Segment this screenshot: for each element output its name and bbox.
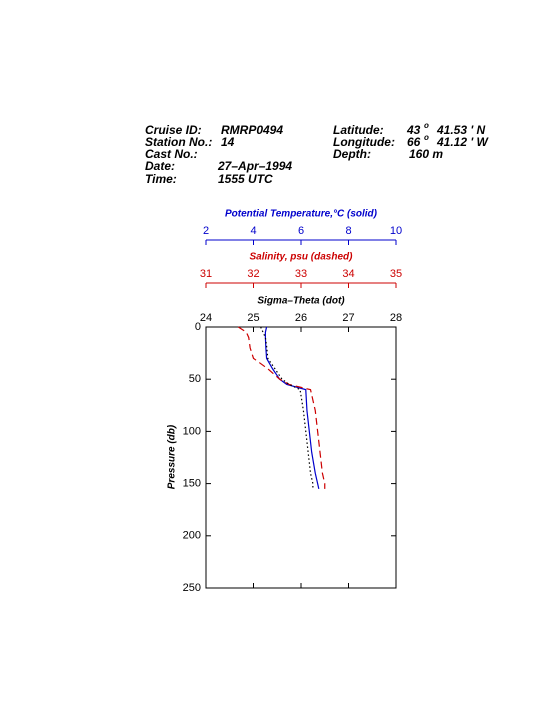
axis-title: Salinity, psu (dashed) [250,252,354,263]
y-tick-label: 100 [183,425,201,437]
x-tick-label: 4 [250,225,256,237]
y-tick-label: 0 [195,321,201,333]
x-tick-label: 10 [390,225,402,237]
axis-title: Potential Temperature,°C (solid) [225,209,378,220]
latitude-deg: 43 [406,123,421,137]
x-tick-label: 31 [200,268,212,280]
y-tick-label: 50 [189,373,201,385]
x-tick-label: 26 [295,312,307,324]
station-label: Station No.: [145,135,212,149]
x-tick-label: 32 [247,268,259,280]
depth-label: Depth: [333,147,371,161]
date: 27–Apr–1994 [217,159,292,173]
time-label: Time: [145,172,177,186]
x-tick-label: 33 [295,268,307,280]
cruise-id: RMRP0494 [221,123,283,137]
depth: 160 m [409,147,443,161]
cast-label: Cast No.: [145,147,198,161]
cruise-id-label: Cruise ID: [145,123,202,137]
degree-mark: o [424,133,429,142]
x-tick-label: 6 [298,225,304,237]
y-tick-label: 250 [183,582,201,594]
longitude-label: Longitude: [333,135,395,149]
date-label: Date: [145,159,175,173]
y-tick-label: 150 [183,478,201,490]
x-tick-label: 34 [342,268,354,280]
time: 1555 UTC [218,172,273,186]
longitude-deg: 66 [407,135,421,149]
x-tick-label: 24 [200,312,212,324]
profile-line [237,326,326,489]
latitude-rest: 41.53 ' N [436,123,486,137]
x-tick-label: 8 [345,225,351,237]
longitude-rest: 41.12 ' W [436,135,490,149]
profile-line [264,326,320,489]
x-tick-label: 35 [390,268,402,280]
axis-title: Sigma–Theta (dot) [257,296,345,307]
header: Cruise ID: RMRP0494 Station No.: 14 Cast… [145,121,490,186]
x-tick-label: 2 [203,225,209,237]
station: 14 [221,135,235,149]
degree-mark: o [424,121,429,130]
y-axis-title: Pressure (db) [167,424,178,489]
latitude-label: Latitude: [333,123,384,137]
x-tick-label: 28 [390,312,402,324]
y-tick-label: 200 [183,530,201,542]
x-tick-label: 27 [342,312,354,324]
x-tick-label: 25 [247,312,259,324]
